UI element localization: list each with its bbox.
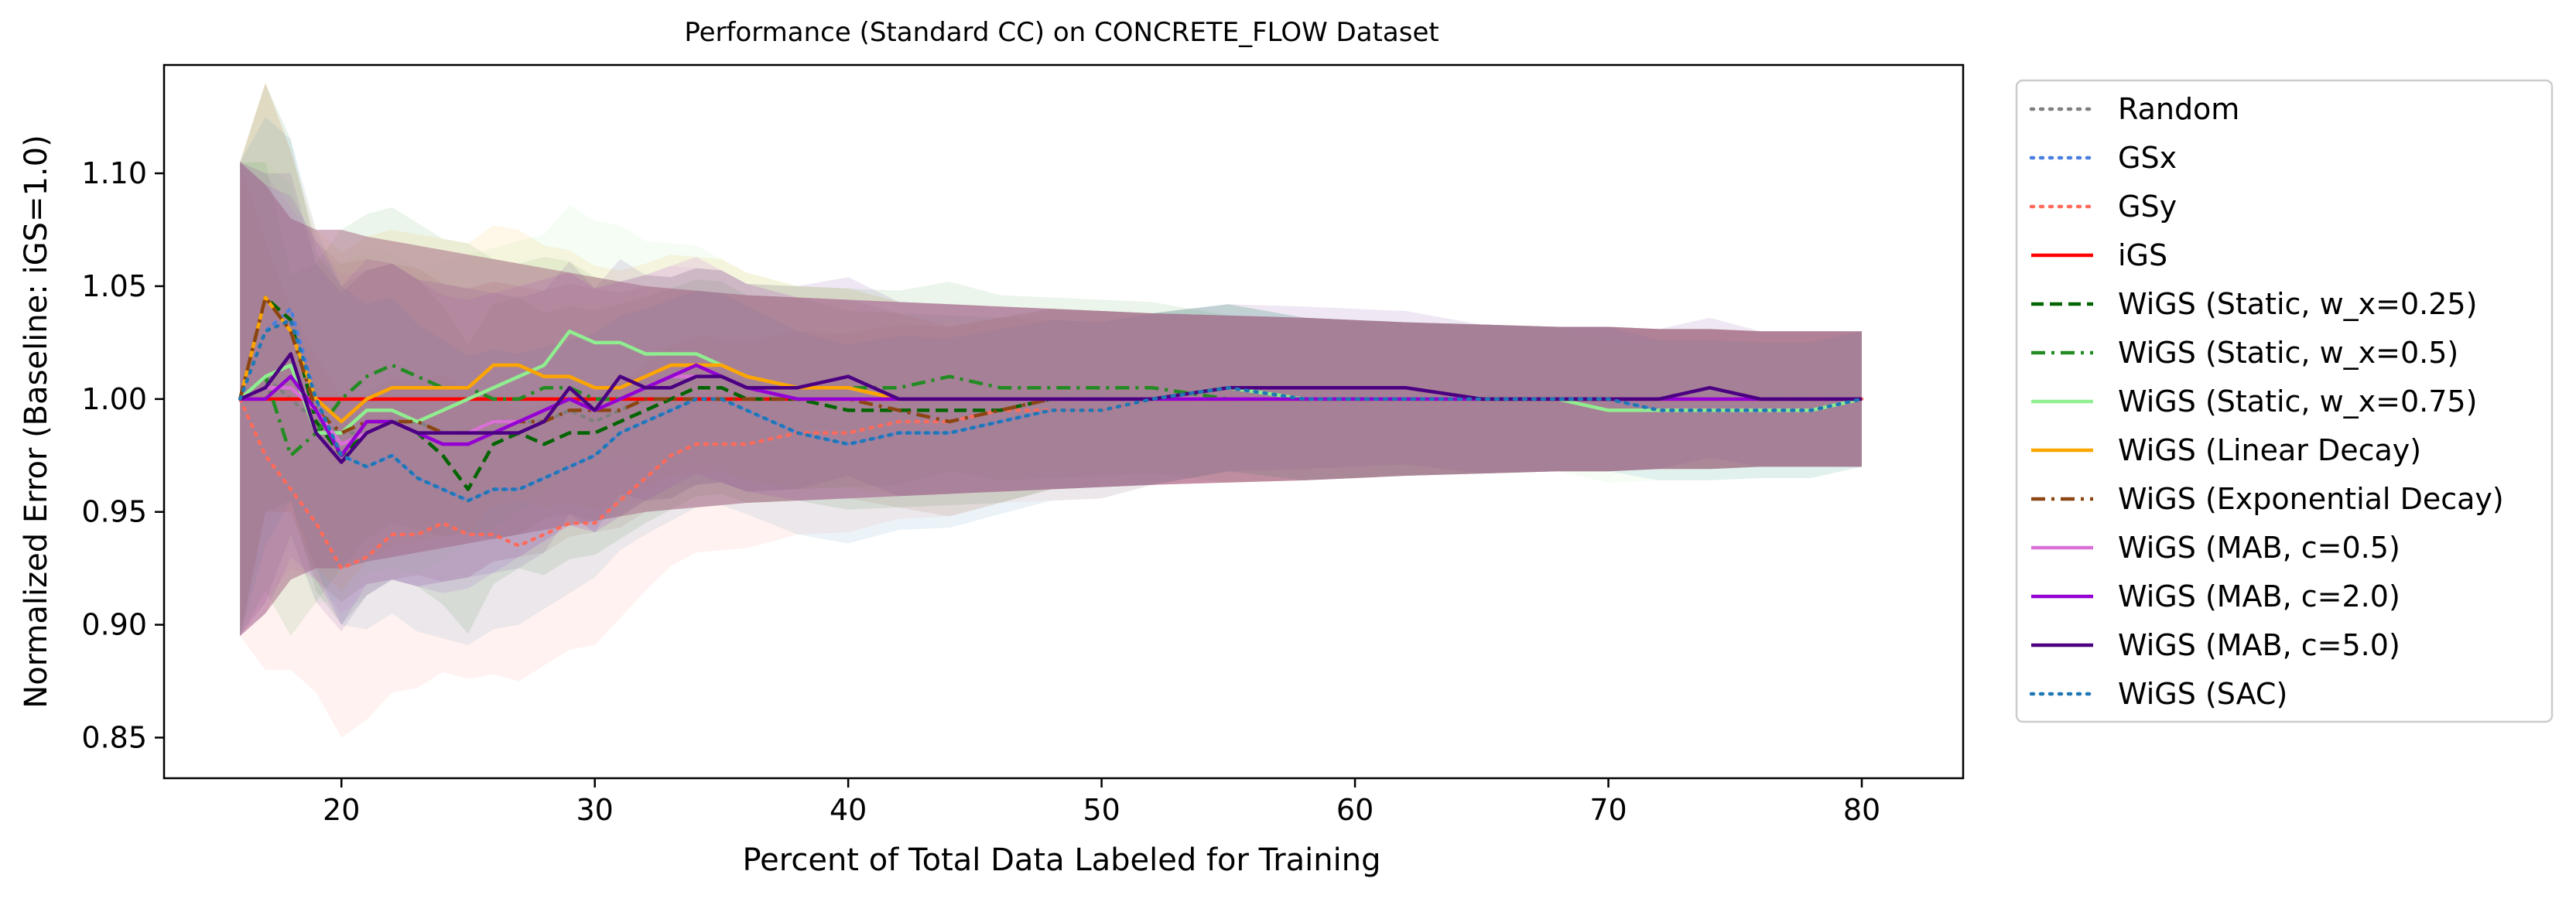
band-wigs-static-w-x-0-25 — [240, 83, 1863, 637]
legend-label-gsy: GSy — [2118, 190, 2177, 224]
legend-label-wigs-mab-c-5-0: WiGS (MAB, c=5.0) — [2118, 628, 2400, 662]
legend-label-wigs-exponential-decay: WiGS (Exponential Decay) — [2118, 482, 2504, 516]
band-gsy — [240, 162, 1863, 738]
y-tick-label: 1.10 — [81, 156, 147, 190]
x-tick-label: 70 — [1589, 793, 1627, 827]
chart-title: Performance (Standard CC) on CONCRETE_FL… — [684, 17, 1439, 48]
x-tick-label: 40 — [830, 793, 867, 827]
legend-label-wigs-mab-c-2-0: WiGS (MAB, c=2.0) — [2118, 579, 2400, 613]
x-tick-label: 50 — [1083, 793, 1120, 827]
legend-label-wigs-static-w-x-0-25: WiGS (Static, w_x=0.25) — [2118, 287, 2477, 321]
band-wigs-linear-decay — [240, 83, 1863, 637]
x-axis-label: Percent of Total Data Labeled for Traini… — [742, 842, 1380, 878]
legend-label-wigs-static-w-x-0-75: WiGS (Static, w_x=0.75) — [2118, 384, 2477, 419]
x-tick-label: 60 — [1336, 793, 1374, 827]
series-line-wigs-sac — [238, 318, 1864, 503]
legend-frame — [2015, 79, 2554, 723]
y-tick-label: 1.05 — [81, 269, 147, 303]
y-tick-label: 0.85 — [81, 720, 147, 754]
band-wigs-sac — [240, 117, 1863, 645]
legend-label-gsx: GSx — [2118, 141, 2177, 175]
legend-label-random: Random — [2118, 92, 2239, 126]
legend-label-wigs-sac: WiGS (SAC) — [2118, 677, 2287, 711]
legend-label-wigs-mab-c-0-5: WiGS (MAB, c=0.5) — [2118, 531, 2400, 565]
plot-frame — [162, 63, 1965, 780]
band-wigs-exponential-decay — [240, 83, 1863, 637]
series-lines — [238, 296, 1864, 570]
legend: Random GSx GSy iGS WiGS (Static, w_x=0.25) Wi… — [2015, 79, 2554, 723]
y-axis-label: Normalized Error (Baseline: iGS=1.0) — [19, 135, 54, 708]
legend-label-igs: iGS — [2118, 238, 2167, 272]
y-tick-label: 1.00 — [81, 382, 147, 416]
x-tick-label: 80 — [1843, 793, 1880, 827]
y-axis-ticks: 0.85 0.90 0.95 1.00 1.05 1.10 — [81, 156, 164, 754]
x-tick-label: 30 — [576, 793, 614, 827]
x-axis-ticks: 20 30 40 50 60 70 80 — [323, 778, 1880, 827]
y-tick-label: 0.95 — [81, 495, 147, 529]
legend-label-wigs-linear-decay: WiGS (Linear Decay) — [2118, 433, 2421, 467]
x-tick-label: 20 — [323, 793, 360, 827]
y-tick-label: 0.90 — [81, 608, 147, 642]
legend-label-wigs-static-w-x-0-5: WiGS (Static, w_x=0.5) — [2118, 336, 2458, 370]
